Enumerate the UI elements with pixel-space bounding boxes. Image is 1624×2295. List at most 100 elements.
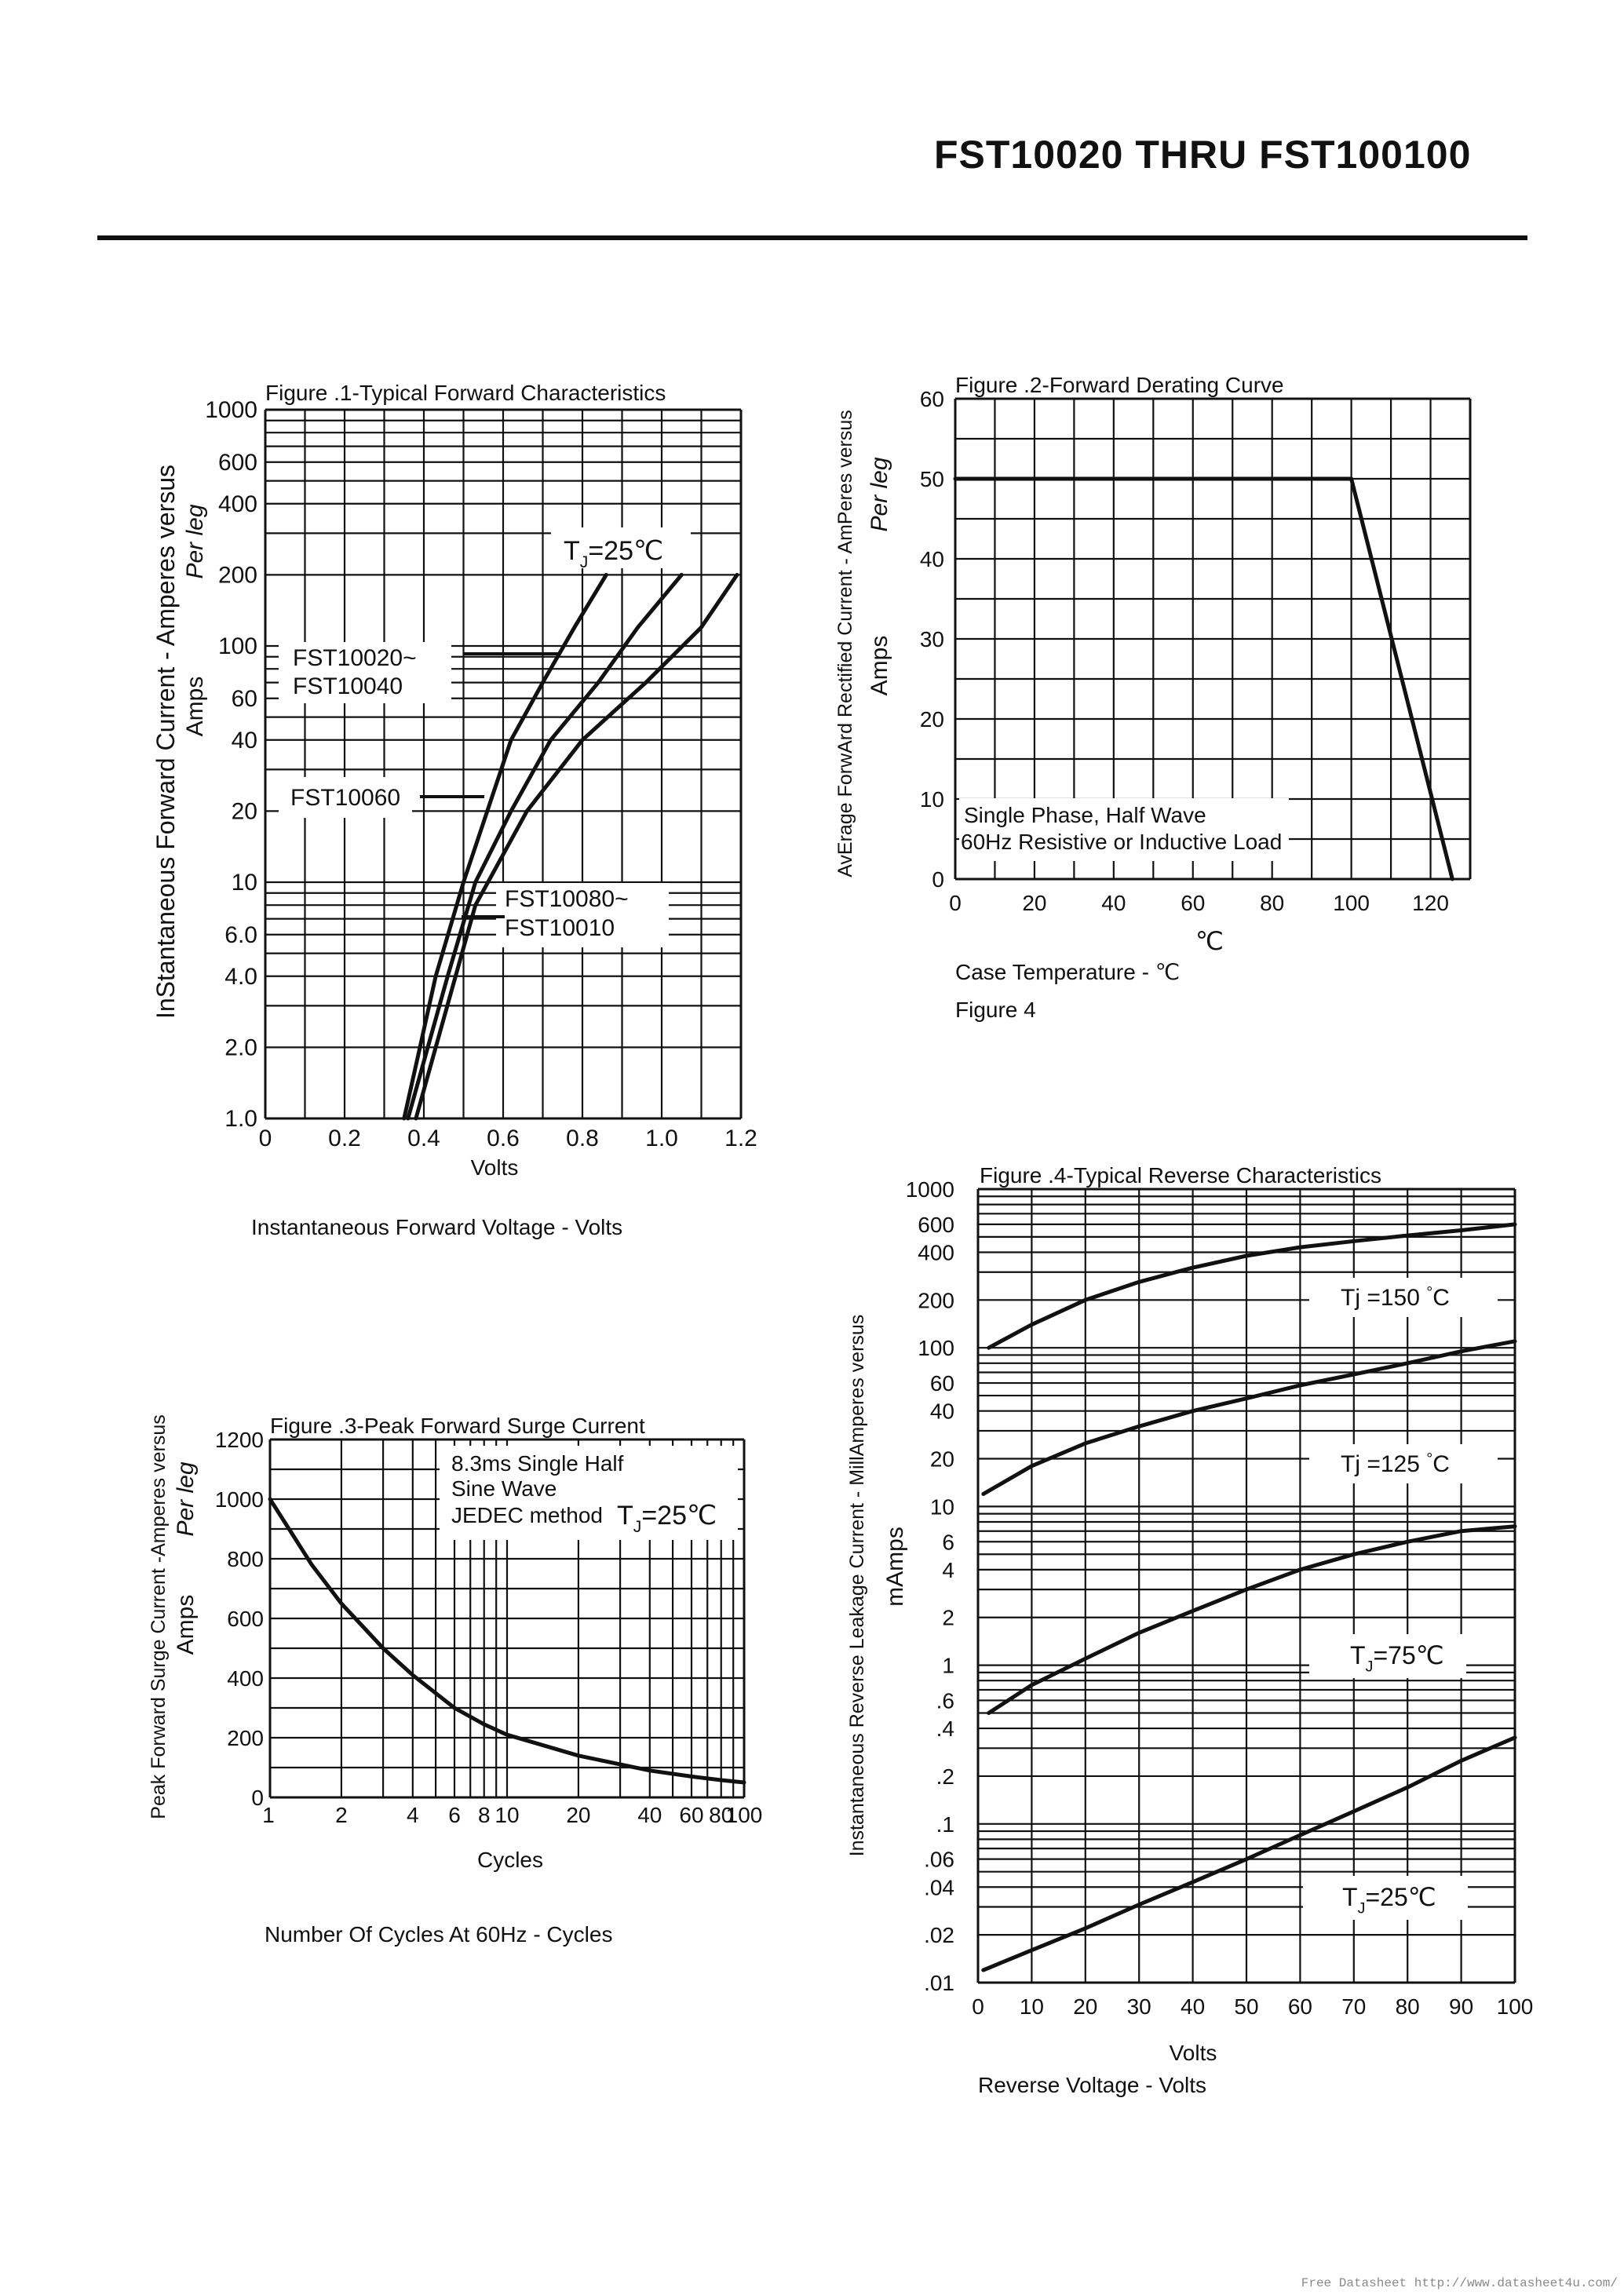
fig4-label-bg-1 bbox=[1309, 1278, 1498, 1317]
fig2-x-tick-label: 120 bbox=[1412, 891, 1449, 915]
fig1-y-tick-label: 20 bbox=[232, 798, 257, 824]
fig3-y-tick-label: 0 bbox=[251, 1786, 264, 1810]
fig4-caption: Reverse Voltage - Volts bbox=[978, 2073, 1206, 2097]
fig3-y-tick-label: 200 bbox=[227, 1726, 264, 1750]
fig3-title: Figure .3-Peak Forward Surge Current bbox=[270, 1414, 645, 1438]
fig1-y-label: InStantaneous Forward Current - Amperes … bbox=[151, 465, 180, 1019]
fig2-y-label: AvErage ForwArd Rectified Current - AmPe… bbox=[834, 410, 856, 878]
fig1-y-label-sub1: Per leg bbox=[182, 504, 208, 578]
fig1-legend-bg2 bbox=[279, 777, 412, 818]
fig2-x-tick-label: 20 bbox=[1022, 891, 1046, 915]
fig4-y-label-sub2: mAmps bbox=[882, 1527, 908, 1607]
fig1-legend-bg1 bbox=[279, 642, 451, 703]
fig1-x-label: Volts bbox=[471, 1155, 519, 1180]
fig1-x-tick-label: 0.2 bbox=[328, 1126, 361, 1151]
fig3-x-tick-label: 80 bbox=[709, 1803, 733, 1827]
fig1-x-tick-label: 0.8 bbox=[566, 1126, 599, 1151]
fig1-legend-4: FST10080~ bbox=[505, 886, 629, 912]
fig4-series-2 bbox=[981, 1339, 1517, 1496]
fig4-x-tick-label: 90 bbox=[1449, 1994, 1473, 2019]
fig2-annotation-2: 60Hz Resistive or Inductive Load bbox=[961, 830, 1282, 854]
fig4-y-tick-label: .4 bbox=[936, 1717, 954, 1741]
fig2-annot-bg bbox=[959, 798, 1289, 861]
figure2: Single Phase, Half Wave 60Hz Resistive or… bbox=[834, 373, 1472, 1022]
fig1-caption: Instantaneous Forward Voltage - Volts bbox=[251, 1215, 622, 1239]
fig2-x-label: Case Temperature - ℃ bbox=[955, 960, 1180, 984]
figure1: 0 0.2 0.4 0.6 0.8 1.0 1.2 1.0 2.0 4.0 6.0 10 20 40 60 1… bbox=[151, 381, 757, 1239]
fig4-y-tick-label: 6 bbox=[942, 1530, 954, 1554]
fig4-y-tick-label: .6 bbox=[936, 1688, 954, 1713]
fig4-y-tick-label: .02 bbox=[924, 1923, 954, 1947]
fig3-x-tick-label: 100 bbox=[726, 1803, 763, 1827]
fig3-annotation-tj: TJ=25℃ bbox=[617, 1501, 717, 1536]
fig1-x-tick-label: 0 bbox=[259, 1126, 272, 1151]
fig2-x-tick-label: 100 bbox=[1333, 891, 1370, 915]
fig4-series-label-4: TJ=25℃ bbox=[1342, 1883, 1436, 1917]
fig3-y-tick-label: 800 bbox=[227, 1547, 264, 1571]
fig1-y-tick-label: 1000 bbox=[205, 397, 257, 423]
fig3-x-tick-label: 1 bbox=[262, 1803, 275, 1827]
fig2-caption: Figure 4 bbox=[955, 998, 1036, 1022]
fig1-x-tick-label: 0.4 bbox=[407, 1126, 440, 1151]
fig4-x-tick-label: 70 bbox=[1341, 1994, 1366, 2019]
fig4-y-label: Instantaneous Reverse Leakage Current - … bbox=[846, 1315, 868, 1857]
fig4-x-tick-label: 100 bbox=[1497, 1994, 1534, 2019]
fig4-series-label-2: Tj =125 °C bbox=[1341, 1450, 1450, 1477]
figure4: .01.02.04.06.1.2.4.612461020406010020040… bbox=[846, 1163, 1533, 2097]
fig2-y-tick-label: 50 bbox=[920, 467, 944, 491]
fig3-x-tick-label: 8 bbox=[478, 1803, 491, 1827]
fig1-y-tick-label: 40 bbox=[232, 728, 257, 753]
fig4-x-tick-label: 50 bbox=[1234, 1994, 1258, 2019]
fig4-title: Figure .4-Typical Reverse Characteristic… bbox=[980, 1163, 1381, 1188]
fig2-y-tick-label: 10 bbox=[920, 787, 944, 812]
fig2-unit-label: ℃ bbox=[1195, 927, 1224, 955]
fig4-y-tick-label: .01 bbox=[924, 1971, 954, 1995]
fig1-series-3 bbox=[414, 572, 739, 1121]
fig1-title: Figure .1-Typical Forward Characteristic… bbox=[265, 381, 666, 405]
fig4-series-label-3: TJ=75℃ bbox=[1350, 1641, 1444, 1676]
fig3-y-label-sub1: Per leg bbox=[173, 1461, 199, 1536]
fig2-y-tick-label: 40 bbox=[920, 547, 944, 571]
fig4-y-tick-label: 400 bbox=[918, 1240, 954, 1264]
fig2-y-tick-label: 60 bbox=[920, 387, 944, 411]
fig4-series-label-1: Tj =150 °C bbox=[1341, 1284, 1450, 1311]
fig3-x-tick-label: 2 bbox=[335, 1803, 348, 1827]
fig4-label-bg-2 bbox=[1309, 1444, 1498, 1483]
fig1-series-2 bbox=[406, 572, 684, 1121]
fig3-caption: Number Of Cycles At 60Hz - Cycles bbox=[265, 1922, 612, 1947]
fig2-y-tick-label: 20 bbox=[920, 707, 944, 732]
fig1-annot-bg bbox=[551, 527, 691, 568]
fig3-y-label: Peak Forward Surge Current -Amperes vers… bbox=[148, 1414, 170, 1819]
fig4-y-tick-label: 1 bbox=[942, 1654, 954, 1678]
fig4-x-tick-label: 20 bbox=[1073, 1994, 1097, 2019]
fig2-series-derating bbox=[953, 476, 1454, 881]
fig1-legend-bg3 bbox=[496, 883, 669, 947]
fig3-x-tick-label: 10 bbox=[494, 1803, 519, 1827]
fig4-y-tick-label: .2 bbox=[936, 1764, 954, 1789]
fig4-y-tick-label: .1 bbox=[936, 1812, 954, 1837]
fig4-y-tick-label: 100 bbox=[918, 1336, 954, 1360]
fig4-label-bg-3 bbox=[1309, 1634, 1466, 1678]
fig4-x-tick-label: 10 bbox=[1020, 1994, 1044, 2019]
fig4-series-3 bbox=[987, 1524, 1517, 1715]
fig1-y-tick-label: 600 bbox=[218, 450, 257, 476]
fig1-y-tick-label: 200 bbox=[218, 562, 257, 588]
fig3-y-tick-label: 400 bbox=[227, 1666, 264, 1691]
fig4-y-tick-label: 1000 bbox=[906, 1177, 954, 1202]
fig1-legend-2: FST10040 bbox=[293, 673, 403, 699]
fig1-legend-3: FST10060 bbox=[290, 785, 400, 811]
fig4-series-4 bbox=[981, 1735, 1517, 1972]
fig3-x-tick-label: 20 bbox=[566, 1803, 590, 1827]
fig1-y-tick-label: 2.0 bbox=[224, 1034, 257, 1060]
fig4-x-tick-label: 0 bbox=[972, 1994, 984, 2019]
fig3-annotation-1: 8.3ms Single Half bbox=[451, 1451, 624, 1476]
fig2-annotation-1: Single Phase, Half Wave bbox=[964, 803, 1206, 827]
fig4-x-tick-label: 40 bbox=[1181, 1994, 1205, 2019]
fig2-title: Figure .2-Forward Derating Curve bbox=[955, 373, 1284, 397]
fig3-y-tick-label: 1000 bbox=[215, 1487, 264, 1512]
header-rule bbox=[97, 235, 1527, 240]
fig4-y-tick-label: .04 bbox=[924, 1875, 954, 1899]
fig1-y-tick-label: 100 bbox=[218, 633, 257, 659]
fig2-x-tick-label: 0 bbox=[949, 891, 962, 915]
